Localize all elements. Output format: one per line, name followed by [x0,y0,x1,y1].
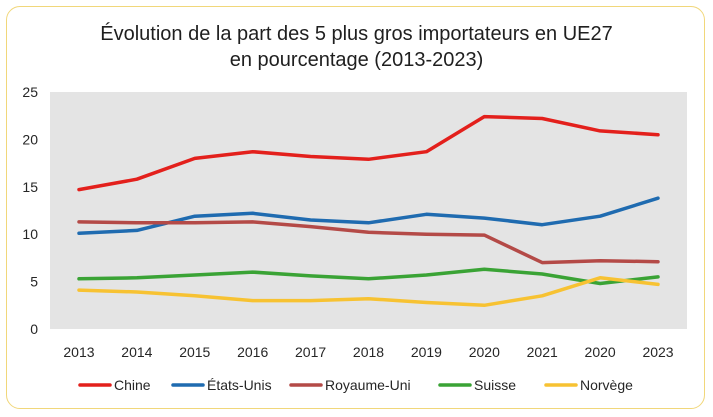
x-tick-label: 2021 [527,344,558,360]
y-tick-label: 25 [22,84,38,100]
chart-title-line-2: en pourcentage (2013-2023) [230,49,484,71]
x-tick-label: 2014 [121,344,152,360]
legend-label-4: Norvège [580,377,633,393]
series-line-4 [77,276,660,308]
series-line-0 [77,114,660,192]
x-tick-label: 2018 [353,344,384,360]
x-tick-label: 2015 [179,344,210,360]
x-tick-label: 2016 [237,344,268,360]
series-line-1 [77,196,660,236]
x-tick-label: 2020 [469,344,500,360]
y-tick-label: 15 [22,179,38,195]
x-tick-label: 2013 [63,344,94,360]
x-tick-label: 2020 [585,344,616,360]
x-tick-label: 2017 [295,344,326,360]
legend-label-1: États-Unis [207,377,272,393]
series-line-3 [77,267,660,286]
legend-label-3: Suisse [474,377,516,393]
series-line-2 [77,220,660,265]
x-tick-label: 2023 [642,344,673,360]
y-tick-label: 0 [30,321,38,337]
legend-label-2: Royaume-Uni [325,377,411,393]
y-tick-label: 10 [22,226,38,242]
chart-title-line-1: Évolution de la part des 5 plus gros imp… [100,22,613,45]
x-tick-label: 2019 [411,344,442,360]
y-tick-label: 20 [22,131,38,147]
y-tick-label: 5 [30,274,38,290]
plot-area [50,92,687,329]
legend-label-0: Chine [114,377,151,393]
